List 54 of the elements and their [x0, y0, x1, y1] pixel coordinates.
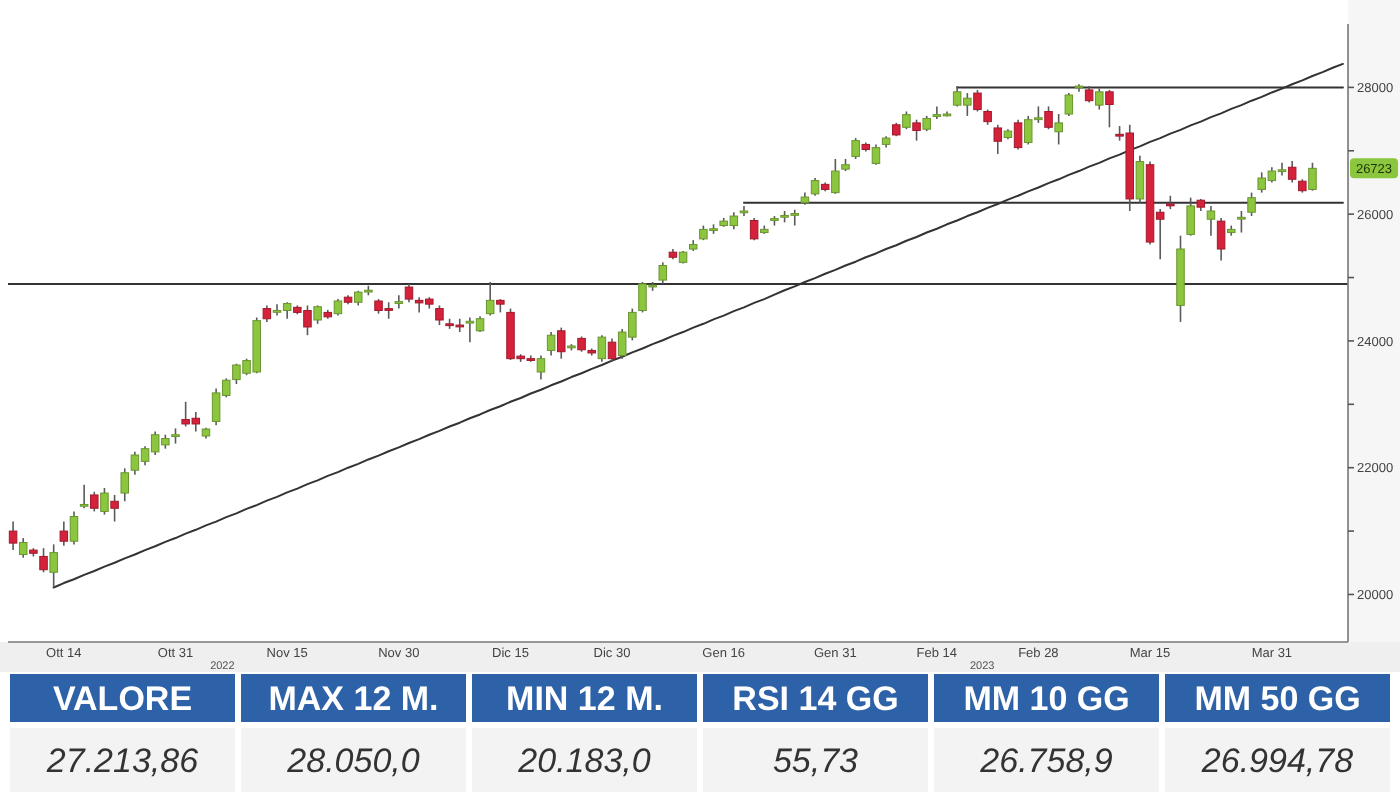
candlestick: [90, 490, 99, 513]
candlestick: [8, 520, 18, 551]
category-label: MM 50 GG: [1194, 680, 1361, 718]
candlestick: [1237, 210, 1246, 234]
text: 27.213,86: [46, 742, 199, 780]
candlestick: [1064, 92, 1074, 117]
candlestick: [1206, 205, 1216, 237]
candlestick: [912, 118, 921, 142]
candlestick: [404, 283, 414, 304]
candlestick: [607, 337, 617, 363]
candlestick: [1216, 217, 1226, 262]
candlestick: [851, 137, 860, 160]
candlestick: [100, 487, 109, 516]
candlestick: [1186, 196, 1195, 237]
candlestick: [435, 304, 444, 326]
candlestick: [1287, 160, 1297, 184]
candlestick: [1135, 155, 1145, 204]
candlestick: [485, 281, 495, 317]
candlestick: [536, 354, 546, 381]
candlestick: [39, 547, 48, 574]
candlestick: [1044, 105, 1053, 131]
category-label: MM 10 GG: [963, 680, 1130, 718]
category-label: MAX 12 M.: [268, 680, 439, 718]
candlestick: [1013, 118, 1023, 151]
candlestick: [69, 510, 79, 546]
candlestick: [993, 123, 1003, 155]
candlestick: [110, 494, 119, 523]
candlestick: [557, 326, 566, 360]
candlestick: [1054, 113, 1063, 146]
candlestick: [597, 334, 607, 363]
candlestick: [1095, 87, 1104, 111]
candlestick: [973, 89, 982, 113]
candlestick: [546, 331, 556, 357]
category-label: MIN 12 M.: [506, 680, 663, 718]
text: 55,73: [772, 742, 859, 780]
text: 20.183,0: [518, 742, 651, 780]
candlestick: [59, 520, 69, 547]
text: 28.050,0: [287, 742, 420, 780]
candlestick: [120, 467, 129, 503]
candlestick: [394, 294, 404, 310]
candlestick: [871, 143, 881, 166]
candlestick: [831, 158, 840, 195]
candlestick: [18, 537, 28, 559]
text: 26.994,78: [1201, 742, 1354, 780]
candlestick: [1247, 191, 1256, 217]
category-label: RSI 14 GG: [732, 680, 899, 718]
candlestick: [49, 543, 58, 589]
candlestick: [1308, 162, 1317, 192]
text: 26.758,9: [980, 742, 1113, 780]
candlestick: [79, 484, 89, 510]
candlestick: [1105, 89, 1114, 129]
candlestick: [313, 304, 322, 325]
category-label: VALORE: [52, 680, 193, 718]
candlestick: [658, 261, 668, 285]
